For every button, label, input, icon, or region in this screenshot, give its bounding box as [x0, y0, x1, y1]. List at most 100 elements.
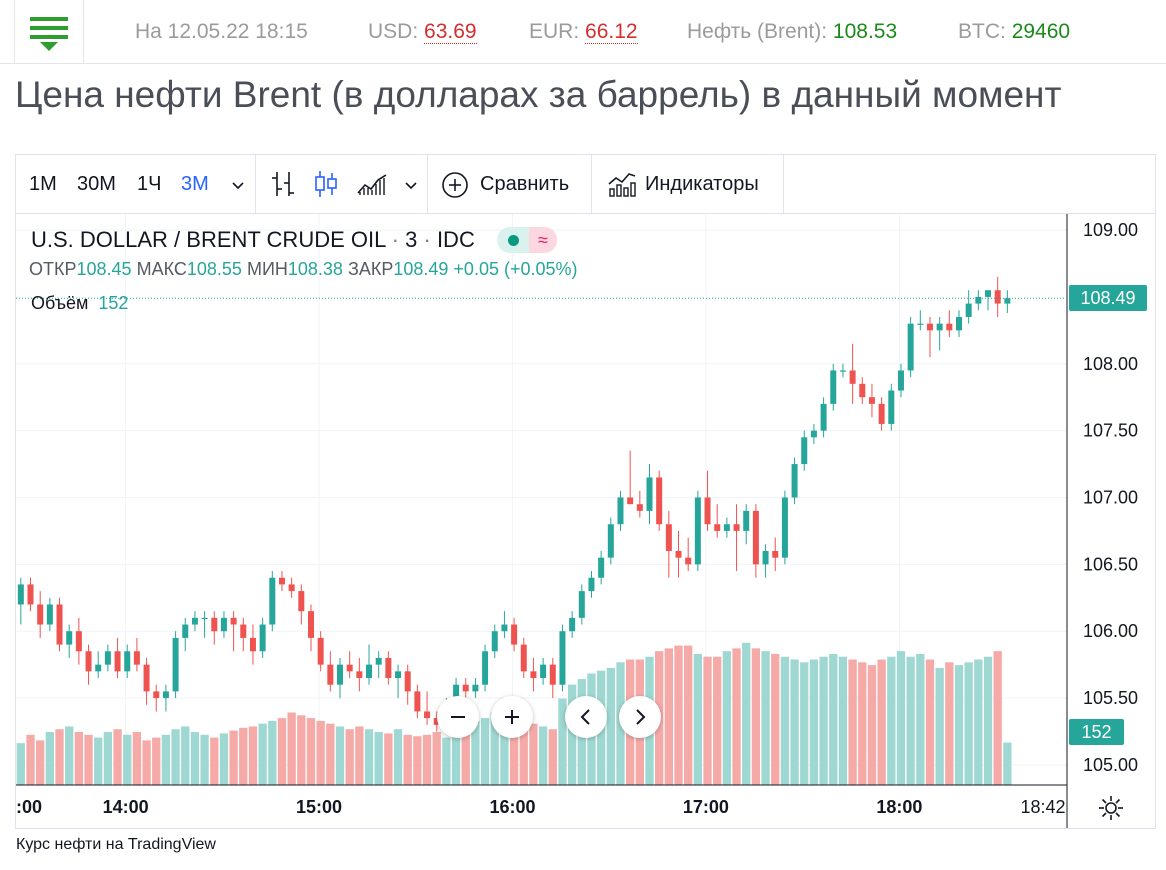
legend-interval: 3 [405, 227, 418, 252]
candle-body [27, 584, 34, 605]
market-status-badge[interactable]: ≈ [497, 227, 557, 253]
y-tick-label: 107.50 [1083, 421, 1138, 441]
timeframe-1m[interactable]: 1M [29, 173, 57, 195]
chart-widget: 1M 30M 1Ч 3М [15, 154, 1156, 829]
volume-bar [287, 712, 296, 785]
area-chart-icon[interactable] [356, 169, 388, 199]
volume-bar [693, 653, 703, 785]
candle-body [462, 684, 469, 692]
volume-bar [152, 737, 161, 785]
compare-button[interactable]: Сравнить [427, 155, 591, 213]
indicators-icon [608, 173, 636, 197]
candle-body [375, 657, 382, 665]
volume-bar [403, 734, 412, 785]
quote-usd: USD: 63.69 [368, 20, 477, 44]
volume-bar [142, 740, 151, 785]
volume-bar [364, 729, 374, 785]
candle-body [830, 370, 837, 404]
menu-button[interactable] [14, 0, 84, 64]
chevron-down-icon[interactable] [403, 177, 419, 193]
volume-bar [983, 656, 993, 785]
volume-bar [442, 737, 451, 785]
candle-body [975, 296, 982, 304]
quote-usd-value[interactable]: 63.69 [424, 20, 477, 44]
candle-body [95, 664, 102, 672]
volume-bar [103, 732, 113, 785]
volume-bar [200, 734, 209, 785]
volume-bar [1003, 742, 1012, 785]
hamburger-menu-icon [30, 17, 68, 51]
volume-bar [355, 726, 364, 785]
y-tick-label: 108.00 [1083, 354, 1138, 374]
candle-body [327, 664, 334, 685]
volume-bar [239, 727, 248, 785]
candle-body [675, 550, 682, 558]
tradingview-link[interactable]: Курс нефти на TradingView [16, 836, 216, 853]
candle-body [317, 637, 324, 665]
legend-ohlc: ОТКР108.45 МАКС108.55 МИН108.38 ЗАКР108.… [29, 259, 578, 280]
chart-axes: 109.00 108.00 107.50 107.00 106.50 106.00 105.… [16, 214, 1138, 828]
toolbar-divider [591, 155, 592, 213]
candle-body [607, 524, 614, 558]
legend-close: 108.49 [393, 259, 449, 279]
legend-high-label: МАКС [136, 259, 187, 279]
candle-body [182, 624, 189, 638]
y-tick-label: 106.50 [1083, 554, 1138, 574]
volume-bar [210, 737, 219, 785]
quote-eur-value[interactable]: 66.12 [585, 20, 638, 44]
candle-body [337, 664, 344, 685]
volume-bar [906, 656, 915, 785]
candlestick-icon[interactable] [313, 169, 339, 199]
candle-body [665, 524, 672, 551]
volume-bar [819, 656, 828, 785]
indicators-label: Индикаторы [645, 173, 759, 195]
scroll-right-button[interactable] [619, 696, 661, 738]
timeframe-3m[interactable]: 3М [181, 173, 209, 195]
volume-bar [829, 653, 838, 785]
candle-body [346, 664, 353, 672]
volume-bar [277, 718, 287, 785]
chevron-left-icon [580, 709, 590, 725]
volume-bar [432, 732, 441, 785]
quotes-bar: На 12.05.22 18:15 USD: 63.69 EUR: 66.12 … [0, 0, 1166, 64]
timeframe-1h[interactable]: 1Ч [137, 173, 162, 195]
volume-bar [771, 653, 780, 785]
volume-bar [751, 648, 761, 785]
volume-bar [490, 712, 499, 785]
chevron-down-icon[interactable] [230, 177, 246, 193]
volume-bar [480, 718, 490, 785]
candle-body [269, 577, 276, 625]
candle-body [56, 604, 63, 645]
volume-bar [674, 645, 683, 785]
candle-body [162, 691, 169, 699]
candle-body [17, 584, 24, 605]
indicators-button[interactable]: Индикаторы [591, 155, 783, 213]
volume-bar [567, 684, 577, 785]
volume-bar [258, 723, 267, 785]
volume-bar [16, 743, 25, 785]
volume-bar [316, 720, 325, 785]
candle-body [288, 584, 295, 592]
zoom-out-button[interactable] [437, 696, 479, 738]
volume-bar [422, 734, 432, 785]
volume-bar [877, 659, 886, 785]
volume-bar [925, 659, 935, 785]
candle-body [917, 323, 924, 325]
volume-bar [896, 651, 906, 785]
candle-body [37, 604, 44, 625]
candlestick-chart[interactable]: 109.00 108.00 107.50 107.00 106.50 106.00 105.… [16, 214, 1155, 828]
volume-bar [161, 734, 171, 785]
zoom-in-button[interactable] [491, 696, 533, 738]
candle-body [240, 624, 247, 638]
candle-body [965, 303, 972, 317]
candle-body [278, 577, 285, 585]
timeframe-30m[interactable]: 30M [77, 173, 116, 195]
gear-icon[interactable] [1096, 793, 1126, 823]
scroll-left-button[interactable] [565, 696, 607, 738]
bar-chart-icon[interactable] [270, 169, 296, 199]
candle-body [791, 464, 798, 498]
volume-bar [393, 729, 403, 785]
candle-body [1004, 298, 1011, 304]
volume-bar [945, 662, 954, 785]
candle-body [685, 557, 692, 565]
